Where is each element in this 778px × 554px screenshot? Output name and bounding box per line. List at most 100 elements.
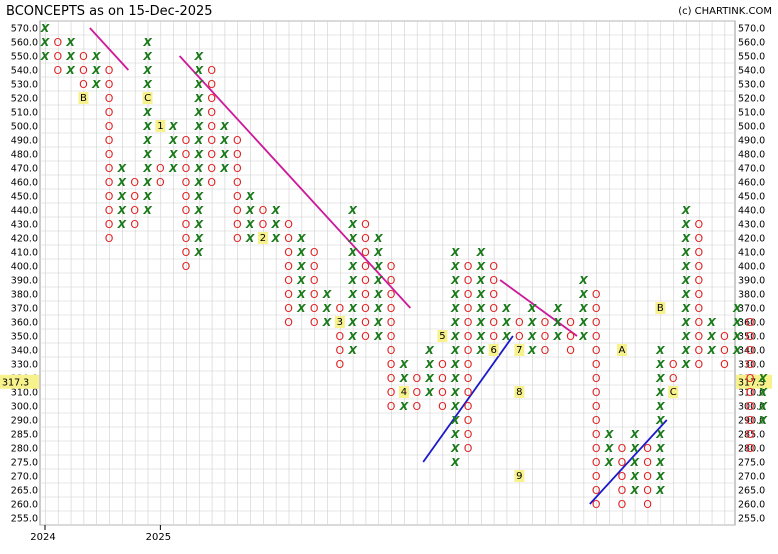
x-box: X (65, 36, 75, 49)
x-box: X (347, 288, 357, 301)
o-box: O (464, 302, 473, 315)
x-box: X (219, 120, 229, 133)
x-box: X (347, 260, 357, 273)
x-box: X (758, 414, 768, 427)
last-price-label-right: 317.3 (738, 377, 765, 388)
month-marker-box (514, 344, 525, 356)
x-box: X (168, 162, 178, 175)
x-box: X (655, 344, 665, 357)
o-box: O (541, 330, 550, 343)
y-tick-label-right: 340.0 (738, 346, 765, 357)
y-tick-label-left: 470.0 (11, 164, 38, 175)
y-tick-label-right: 350.0 (738, 332, 765, 343)
x-box: X (399, 400, 409, 413)
y-tick-label-right: 285.0 (738, 430, 765, 441)
o-box: O (233, 176, 242, 189)
o-box: O (105, 78, 114, 91)
x-box: X (681, 274, 691, 287)
x-box: X (450, 344, 460, 357)
y-tick-label-left: 550.0 (11, 52, 38, 63)
y-tick-label-right: 280.0 (738, 444, 765, 455)
o-box: O (720, 330, 729, 343)
y-tick-label-left: 400.0 (11, 262, 38, 273)
x-box: X (732, 344, 742, 357)
o-box: O (464, 442, 473, 455)
o-box: O (310, 274, 319, 287)
x-box: X (655, 456, 665, 469)
x-box: X (142, 78, 152, 91)
last-price-box-left (0, 374, 39, 389)
x-box: X (553, 316, 563, 329)
x-box: X (347, 330, 357, 343)
y-tick-label-right: 430.0 (738, 220, 765, 231)
o-box: O (464, 274, 473, 287)
trendline-bullish-support (589, 419, 668, 505)
x-box: X (373, 316, 383, 329)
o-box: O (310, 316, 319, 329)
x-box: X (578, 302, 588, 315)
o-box: O (105, 162, 114, 175)
chart-grid (39, 20, 736, 526)
x-box: X (373, 330, 383, 343)
o-box: O (618, 484, 627, 497)
x-box: X (732, 316, 742, 329)
o-box: O (643, 484, 652, 497)
o-box: O (130, 176, 139, 189)
y-tick-label-left: 255.0 (11, 514, 38, 525)
y-tick-label-left: 540.0 (11, 66, 38, 77)
x-box: X (476, 274, 486, 287)
o-box: O (387, 330, 396, 343)
o-box: O (618, 456, 627, 469)
x-box: X (142, 106, 152, 119)
x-box: X (322, 288, 332, 301)
x-box: X (296, 246, 306, 259)
x-box: X (296, 260, 306, 273)
month-marker-label: 7 (516, 345, 522, 356)
o-box: O (694, 274, 703, 287)
month-marker-box (155, 120, 166, 132)
o-box: O (746, 358, 755, 371)
o-box: O (746, 330, 755, 343)
o-box: O (182, 232, 191, 245)
o-box: O (156, 176, 165, 189)
month-marker-label: 9 (516, 471, 522, 482)
o-box: O (105, 134, 114, 147)
x-box: X (219, 162, 229, 175)
o-box: O (361, 302, 370, 315)
x-box: X (476, 302, 486, 315)
x-box: X (450, 330, 460, 343)
x-box: X (194, 162, 204, 175)
x-box: X (296, 288, 306, 301)
y-tick-label-left: 560.0 (11, 38, 38, 49)
o-box: O (182, 204, 191, 217)
o-box: O (694, 344, 703, 357)
o-box: O (310, 246, 319, 259)
o-box: O (387, 358, 396, 371)
month-marker-box (514, 386, 525, 398)
x-box: X (681, 358, 691, 371)
x-box: X (527, 344, 537, 357)
o-box: O (592, 302, 601, 315)
x-box: X (117, 162, 127, 175)
x-box: X (219, 148, 229, 161)
o-box: O (464, 386, 473, 399)
o-box: O (592, 400, 601, 413)
x-box: X (194, 246, 204, 259)
y-tick-label-left: 360.0 (11, 318, 38, 329)
trendlines (89, 27, 668, 505)
o-box: O (464, 288, 473, 301)
x-box: X (758, 386, 768, 399)
x-box: X (271, 204, 281, 217)
x-box: X (450, 274, 460, 287)
o-box: O (182, 134, 191, 147)
y-tick-label-left: 310.0 (11, 388, 38, 399)
o-box: O (105, 120, 114, 133)
x-box: X (347, 302, 357, 315)
x-box: X (706, 344, 716, 357)
o-box: O (336, 330, 345, 343)
o-box: O (284, 316, 293, 329)
o-box: O (130, 204, 139, 217)
o-box: O (643, 498, 652, 511)
o-box: O (259, 204, 268, 217)
month-marker-box (655, 302, 666, 314)
